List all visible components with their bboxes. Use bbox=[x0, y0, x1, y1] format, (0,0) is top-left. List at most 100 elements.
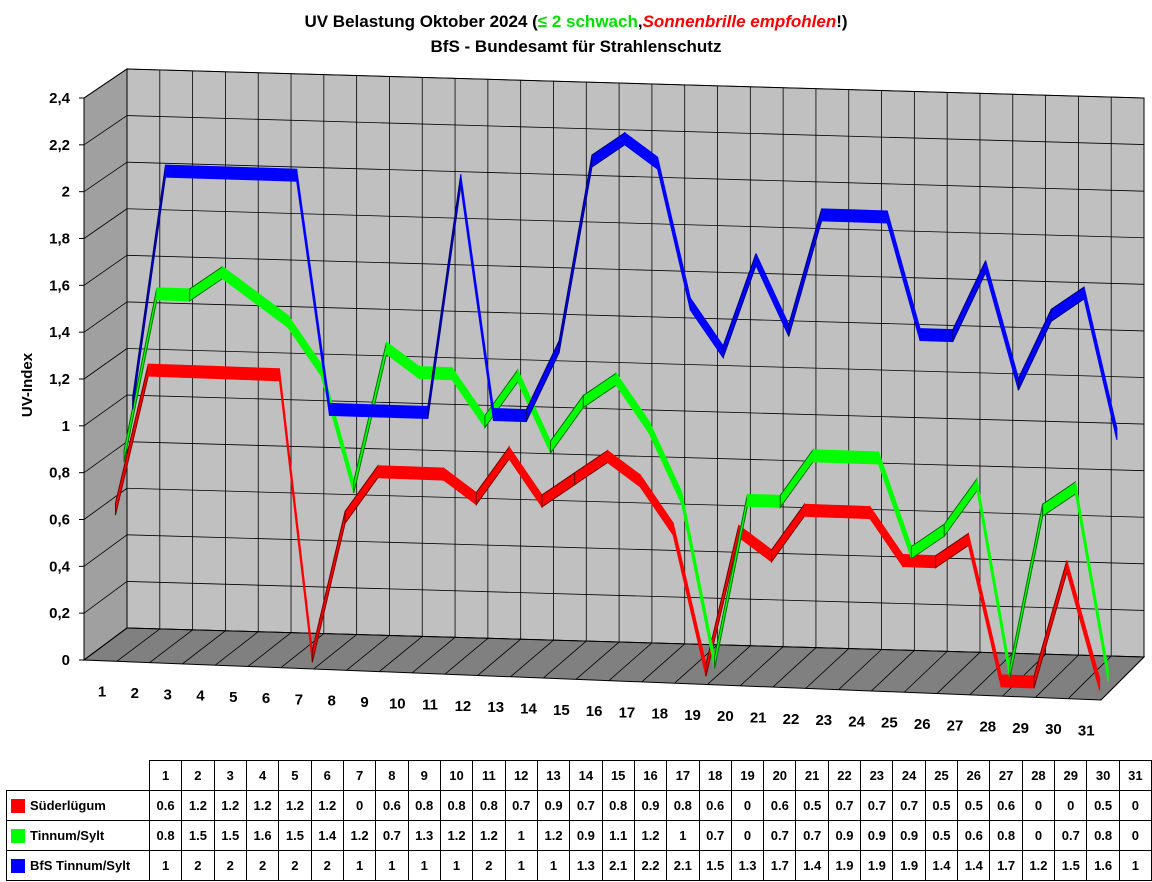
x-tick-label: 10 bbox=[389, 695, 406, 712]
x-tick-label: 25 bbox=[881, 715, 898, 732]
x-tick-label: 16 bbox=[586, 703, 603, 720]
x-tick-label: 29 bbox=[1012, 720, 1029, 737]
data-table: 1 2 3 4 5 6 7 8 9 10 11 12 13 14 15 16 17 18 19 20 21 22 23 24 2… bbox=[6, 760, 1152, 881]
table-cell: 0 bbox=[342, 790, 377, 821]
gridline-floor bbox=[477, 638, 521, 676]
table-cell: 1.9 bbox=[892, 850, 926, 881]
gridline-side bbox=[83, 208, 128, 239]
gridlines bbox=[83, 68, 1145, 701]
y-tick-label: 0,8 bbox=[49, 465, 70, 482]
gridline-h bbox=[126, 161, 1145, 192]
x-tick-label: 5 bbox=[229, 689, 237, 706]
gridline-side bbox=[83, 115, 128, 146]
line-segment bbox=[821, 208, 855, 223]
table-cell: 0 bbox=[1021, 820, 1056, 851]
line-segment bbox=[328, 402, 363, 417]
table-header-cell: 19 bbox=[730, 760, 765, 791]
x-tick-label: 30 bbox=[1045, 721, 1062, 738]
line-segment bbox=[1083, 286, 1118, 441]
gridline-floor bbox=[969, 652, 1014, 696]
series-2 bbox=[123, 265, 1109, 682]
gridline-floor bbox=[1035, 654, 1079, 698]
table-cell: 0.9 bbox=[536, 790, 571, 821]
table-row: Tinnum/Sylt 0.8 1.5 1.5 1.6 1.5 1.4 1.2 0.7 1.3 1.… bbox=[6, 820, 1152, 851]
x-axis: 1 2 3 4 5 6 7 8 9 10 11 12 13 14 15 16 17 18 19 20 21 22 23 24 2… bbox=[98, 684, 1095, 740]
title-comma: , bbox=[637, 12, 643, 31]
table-header-cell: 5 bbox=[278, 760, 312, 791]
y-axis-label: UV-Index bbox=[19, 352, 36, 417]
table-cell: 0.8 bbox=[1086, 820, 1120, 851]
line-segment bbox=[836, 504, 871, 520]
table-cell: 1.3 bbox=[569, 850, 603, 881]
gridline-floor bbox=[247, 632, 292, 667]
gridline-floor bbox=[772, 647, 817, 688]
gridline-side bbox=[83, 581, 128, 614]
table-cell: 0.7 bbox=[1054, 820, 1088, 851]
table-header-cell: 20 bbox=[763, 760, 797, 791]
table-row-label: Tinnum/Sylt bbox=[6, 820, 150, 851]
table-row: BfS Tinnum/Sylt 1 2 2 2 2 2 1 1 1 1 2 1 1 1.3 2.1 2.2 2.1… bbox=[6, 850, 1152, 881]
table-cell: 1.2 bbox=[536, 820, 571, 851]
line-segment bbox=[180, 364, 215, 379]
table-cell: 0.6 bbox=[375, 790, 409, 821]
y-tick-label: 2,2 bbox=[49, 137, 70, 154]
line-segment bbox=[156, 287, 191, 302]
table-cell: 1 bbox=[504, 850, 538, 881]
table-cell: 0.7 bbox=[860, 790, 894, 821]
table-cell: 1.2 bbox=[310, 790, 344, 821]
table-cell: 0.8 bbox=[407, 790, 441, 821]
table-cell: 1.5 bbox=[213, 820, 247, 851]
line-segment bbox=[902, 553, 937, 569]
table-cell: 1.1 bbox=[601, 820, 635, 851]
table-cell: 0.9 bbox=[827, 820, 862, 851]
table-header-cell: 4 bbox=[245, 760, 280, 791]
line-segment bbox=[246, 367, 280, 382]
table-cell: 1.2 bbox=[181, 790, 215, 821]
x-tick-label: 6 bbox=[262, 690, 270, 707]
table-cell: 2 bbox=[278, 850, 312, 881]
table-header-cell: 9 bbox=[407, 760, 441, 791]
line-segment bbox=[213, 365, 248, 381]
y-tick-label: 1,6 bbox=[49, 277, 70, 294]
gridline-side bbox=[83, 255, 128, 286]
table-cell: 0 bbox=[730, 790, 765, 821]
table-cell: 0.6 bbox=[148, 790, 183, 821]
table-cell: 0.7 bbox=[569, 790, 603, 821]
line-segment bbox=[164, 164, 199, 179]
table-cell: 1 bbox=[342, 850, 377, 881]
table-cell: 1.2 bbox=[245, 790, 280, 821]
table-cell: 1 bbox=[666, 820, 700, 851]
gridline-h bbox=[126, 487, 1145, 518]
table-cell: 1.2 bbox=[472, 820, 506, 851]
title-part-1: UV Belastung Oktober 2024 ( bbox=[304, 12, 538, 31]
table-header-cell: 29 bbox=[1054, 760, 1088, 791]
y-axis: 0 0,2 0,4 0,6 0,8 1 1,2 1,4 1,6 1,8 2 2,2 2,4 bbox=[49, 90, 84, 669]
table-header-cell: 3 bbox=[213, 760, 247, 791]
table-header-cell: 18 bbox=[698, 760, 732, 791]
table-header-cell: 27 bbox=[989, 760, 1023, 791]
gridline-floor bbox=[871, 650, 915, 692]
gridline-floor bbox=[838, 649, 882, 690]
x-tick-label: 17 bbox=[619, 704, 636, 721]
table-cell: 1 bbox=[407, 850, 441, 881]
table-row-label: Süderlügum bbox=[6, 790, 150, 821]
table-cell: 1.4 bbox=[924, 850, 959, 881]
table-cell: 1.2 bbox=[1021, 850, 1056, 881]
series-3 bbox=[132, 131, 1118, 441]
table-cell: 0.6 bbox=[698, 790, 732, 821]
line-segment bbox=[812, 449, 847, 464]
gridline-h bbox=[126, 301, 1145, 332]
table-header-cell: 11 bbox=[472, 760, 506, 791]
line-segment bbox=[410, 466, 445, 481]
legend-swatch bbox=[11, 799, 25, 814]
table-cell: 0.9 bbox=[892, 820, 926, 851]
gridline-floor bbox=[444, 637, 489, 675]
table-cell: 1.7 bbox=[763, 850, 797, 881]
x-tick-label: 28 bbox=[979, 719, 996, 736]
table-cell: 1.7 bbox=[989, 850, 1023, 881]
table-cell: 1.9 bbox=[860, 850, 894, 881]
title-weak-note: ≤ 2 schwach bbox=[537, 12, 638, 31]
table-cell: 0.7 bbox=[892, 790, 926, 821]
table-cell: 2 bbox=[213, 850, 247, 881]
